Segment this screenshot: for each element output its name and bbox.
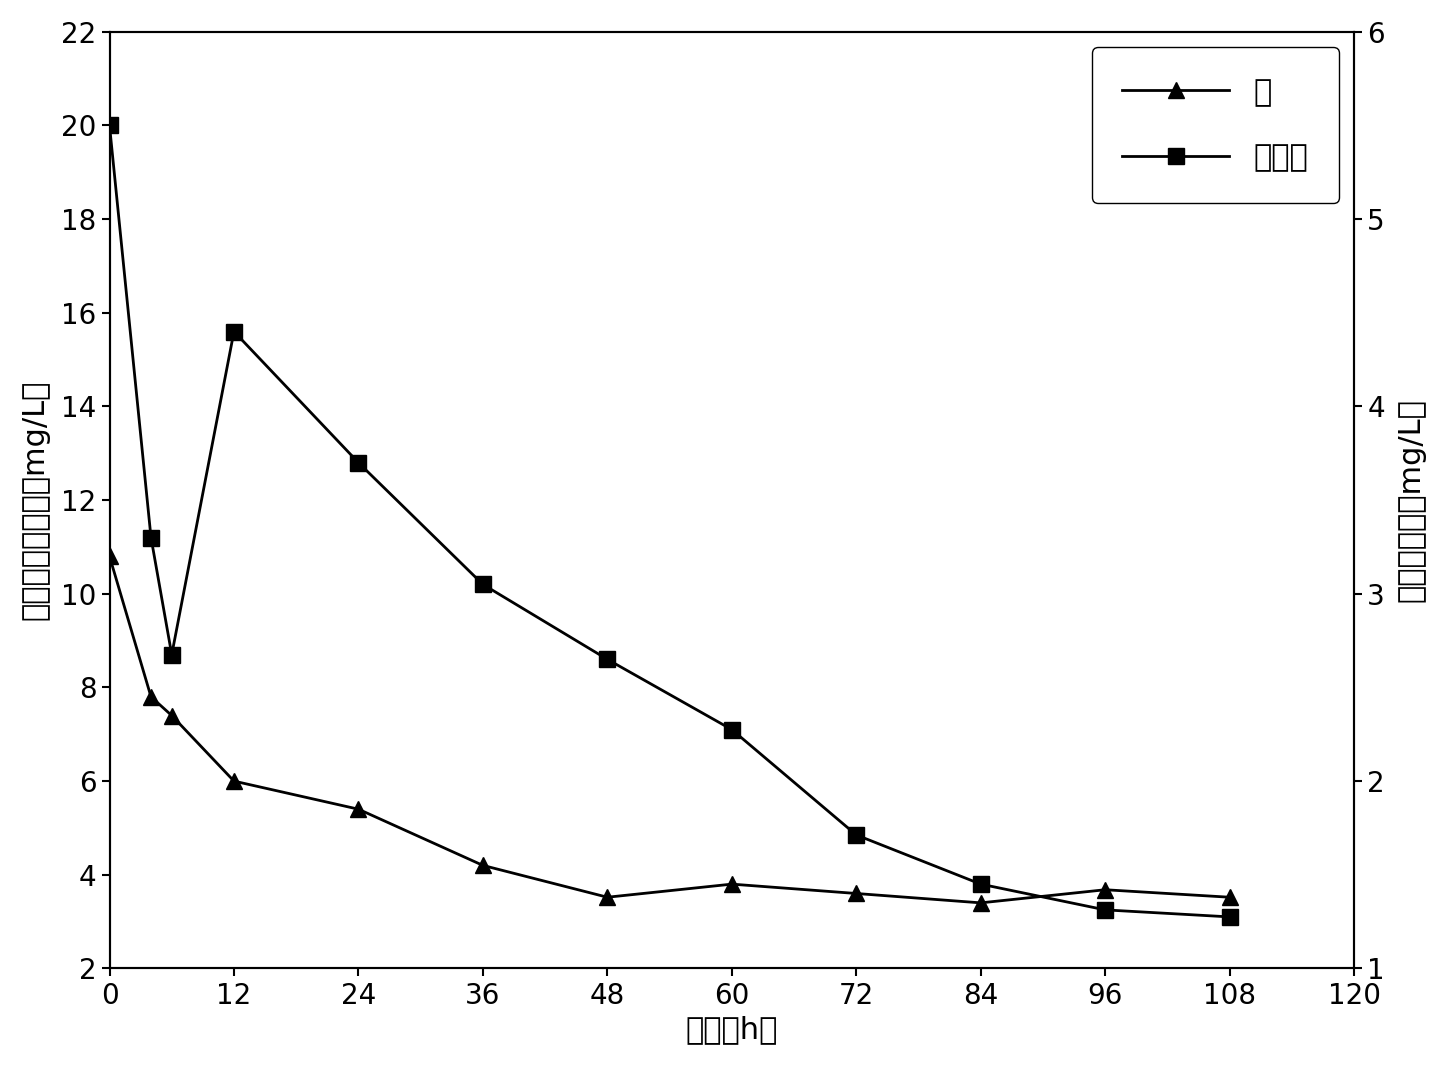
镛	[142, 690, 159, 703]
镛	[972, 897, 989, 910]
Legend: 镛, 二氯酚: 镛, 二氯酚	[1092, 47, 1339, 203]
Line: 二氯酚: 二氯酚	[101, 117, 1238, 925]
Line: 镛: 镛	[101, 548, 1238, 912]
镛	[1220, 890, 1238, 903]
二氯酚	[847, 829, 865, 841]
二氯酚	[599, 653, 616, 666]
二氯酚	[474, 578, 492, 591]
二氯酚	[350, 456, 367, 469]
二氯酚	[101, 119, 119, 132]
镛	[847, 887, 865, 900]
二氯酚	[226, 325, 243, 338]
镛	[599, 890, 616, 903]
二氯酚	[1220, 911, 1238, 923]
二氯酚	[142, 531, 159, 544]
镛	[474, 859, 492, 872]
镛	[163, 709, 181, 722]
X-axis label: 时间（h）: 时间（h）	[685, 1015, 778, 1044]
二氯酚	[723, 723, 740, 736]
二氯酚	[1096, 903, 1113, 916]
镛	[226, 774, 243, 787]
镛	[723, 878, 740, 890]
镛	[1096, 883, 1113, 896]
Y-axis label: 二氯酚残余浓度（mg/L）: 二氯酚残余浓度（mg/L）	[20, 380, 49, 620]
Y-axis label: 镛残余浓度（mg/L）: 镛残余浓度（mg/L）	[1397, 398, 1426, 602]
镛	[101, 550, 119, 562]
二氯酚	[163, 649, 181, 661]
二氯酚	[972, 878, 989, 890]
镛	[350, 803, 367, 816]
